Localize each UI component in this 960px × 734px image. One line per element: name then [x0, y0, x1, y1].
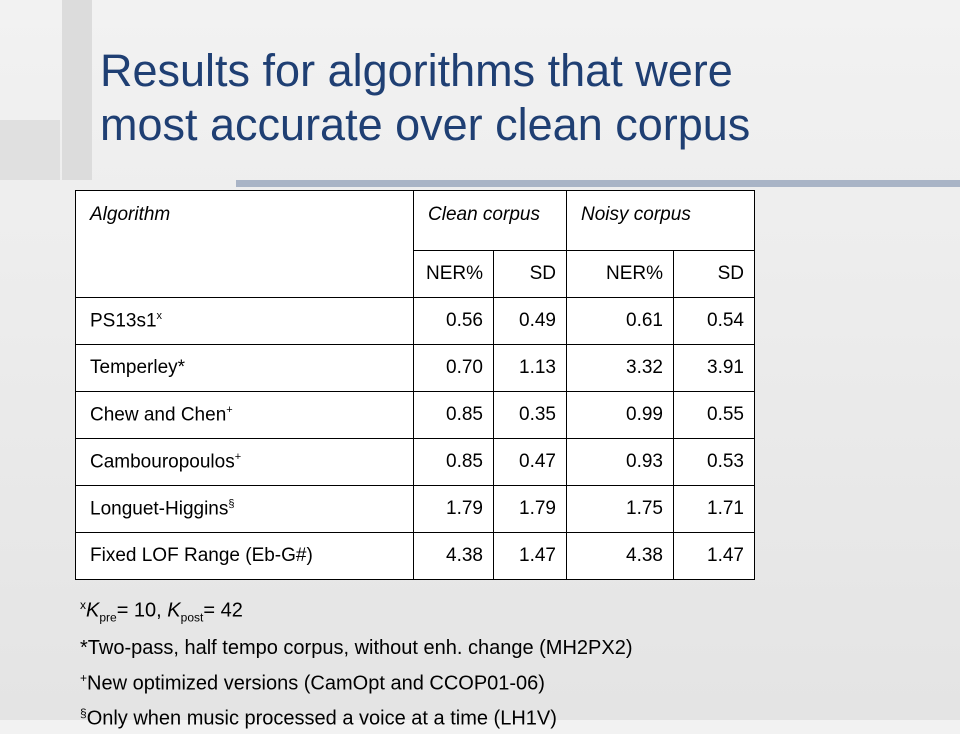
algorithm-cell: Longuet-Higgins§: [75, 485, 414, 533]
title-line: Results for algorithms that were: [100, 45, 733, 96]
subheader-cell: NER%: [566, 250, 674, 298]
footnote-mark: §: [80, 706, 87, 721]
algorithm-name: Temperley*: [90, 357, 186, 378]
header-cell: Noisy corpus: [566, 190, 755, 251]
variable: K: [167, 599, 181, 622]
value-cell: 3.91: [673, 344, 755, 392]
value-cell: 1.79: [413, 485, 494, 533]
variable: K: [86, 599, 100, 622]
value-cell: 0.47: [493, 438, 567, 486]
table-row: Fixed LOF Range (Eb-G#) 4.38 1.47 4.38 1.47: [75, 532, 755, 580]
value-cell: 4.38: [566, 532, 674, 580]
table-row: Temperley* 0.70 1.13 3.32 3.91: [75, 344, 755, 392]
footnote-mark: §: [228, 497, 235, 510]
footnote: +New optimized versions (CamOpt and CCOP…: [80, 663, 633, 699]
value-cell: 0.55: [673, 391, 755, 439]
algorithm-cell: Chew and Chen+: [75, 391, 414, 439]
footnote-text: = 42: [203, 599, 243, 622]
value-cell: 1.47: [493, 532, 567, 580]
algorithm-cell: PS13s1x: [75, 297, 414, 345]
header-row: Algorithm Clean corpus Noisy corpus: [75, 190, 755, 298]
algorithm-name: Longuet-Higgins: [90, 498, 229, 520]
title-line: most accurate over clean corpus: [100, 99, 751, 150]
title: Results for algorithms that were most ac…: [100, 44, 750, 152]
algorithm-name: Fixed LOF Range (Eb-G#): [90, 545, 313, 566]
header-cell: Clean corpus: [413, 190, 567, 251]
decor-line: [236, 180, 960, 187]
subscript: pre: [99, 610, 117, 625]
algorithm-name: PS13s1: [90, 310, 157, 332]
table-row: PS13s1x 0.56 0.49 0.61 0.54: [75, 297, 755, 345]
footnotes: xKpre= 10, Kpost= 42 *Two-pass, half tem…: [80, 590, 633, 734]
value-cell: 1.75: [566, 485, 674, 533]
value-cell: 0.70: [413, 344, 494, 392]
algorithm-cell: Temperley*: [75, 344, 414, 392]
value-cell: 0.85: [413, 391, 494, 439]
value-cell: 0.93: [566, 438, 674, 486]
value-cell: 0.49: [493, 297, 567, 345]
subheader-cell: NER%: [413, 250, 494, 298]
value-cell: 4.38: [413, 532, 494, 580]
table-body: PS13s1x 0.56 0.49 0.61 0.54 Temperley* 0.70 1.1…: [75, 297, 755, 580]
algorithm-name: Cambouropoulos: [90, 451, 235, 473]
value-cell: 0.61: [566, 297, 674, 345]
results-table: Algorithm Clean corpus Noisy corpus NER%…: [75, 190, 755, 580]
header-cell: Algorithm: [75, 190, 414, 298]
footnote-mark: +: [80, 670, 88, 685]
footnote: *Two-pass, half tempo corpus, without en…: [80, 633, 633, 663]
value-cell: 0.56: [413, 297, 494, 345]
footnote-text: New optimized versions (CamOpt and CCOP0…: [87, 672, 545, 695]
value-cell: 0.85: [413, 438, 494, 486]
value-cell: 1.79: [493, 485, 567, 533]
footnote-text: = 10,: [116, 599, 168, 622]
value-cell: 1.13: [493, 344, 567, 392]
subheader-cell: SD: [673, 250, 755, 298]
subheader-cell: SD: [493, 250, 567, 298]
footnote-text: *Two-pass, half tempo corpus, without en…: [80, 636, 633, 659]
footnote-mark: +: [226, 403, 233, 416]
subscript: post: [180, 610, 204, 625]
decor-bar: [62, 0, 92, 180]
table-row: Cambouropoulos+ 0.85 0.47 0.93 0.53: [75, 438, 755, 486]
footnote: xKpre= 10, Kpost= 42: [80, 590, 633, 633]
algorithm-cell: Fixed LOF Range (Eb-G#): [75, 532, 414, 580]
footnote-mark: x: [80, 598, 86, 612]
subheader-row: NER% SD NER% SD: [76, 250, 755, 298]
value-cell: 0.99: [566, 391, 674, 439]
algorithm-name: Chew and Chen: [90, 404, 227, 426]
table-row: Longuet-Higgins§ 1.79 1.79 1.75 1.71: [75, 485, 755, 533]
footnote-mark: +: [234, 450, 242, 463]
footnote-text: Only when music processed a voice at a t…: [86, 707, 557, 730]
value-cell: 3.32: [566, 344, 674, 392]
value-cell: 0.54: [673, 297, 755, 345]
footnote-mark: x: [156, 309, 163, 322]
value-cell: 1.71: [673, 485, 755, 533]
algorithm-cell: Cambouropoulos+: [75, 438, 414, 486]
value-cell: 0.35: [493, 391, 567, 439]
value-cell: 1.47: [673, 532, 755, 580]
decor-bar: [0, 120, 60, 180]
value-cell: 0.53: [673, 438, 755, 486]
footnote: §Only when music processed a voice at a …: [80, 698, 633, 734]
table-row: Chew and Chen+ 0.85 0.35 0.99 0.55: [75, 391, 755, 439]
